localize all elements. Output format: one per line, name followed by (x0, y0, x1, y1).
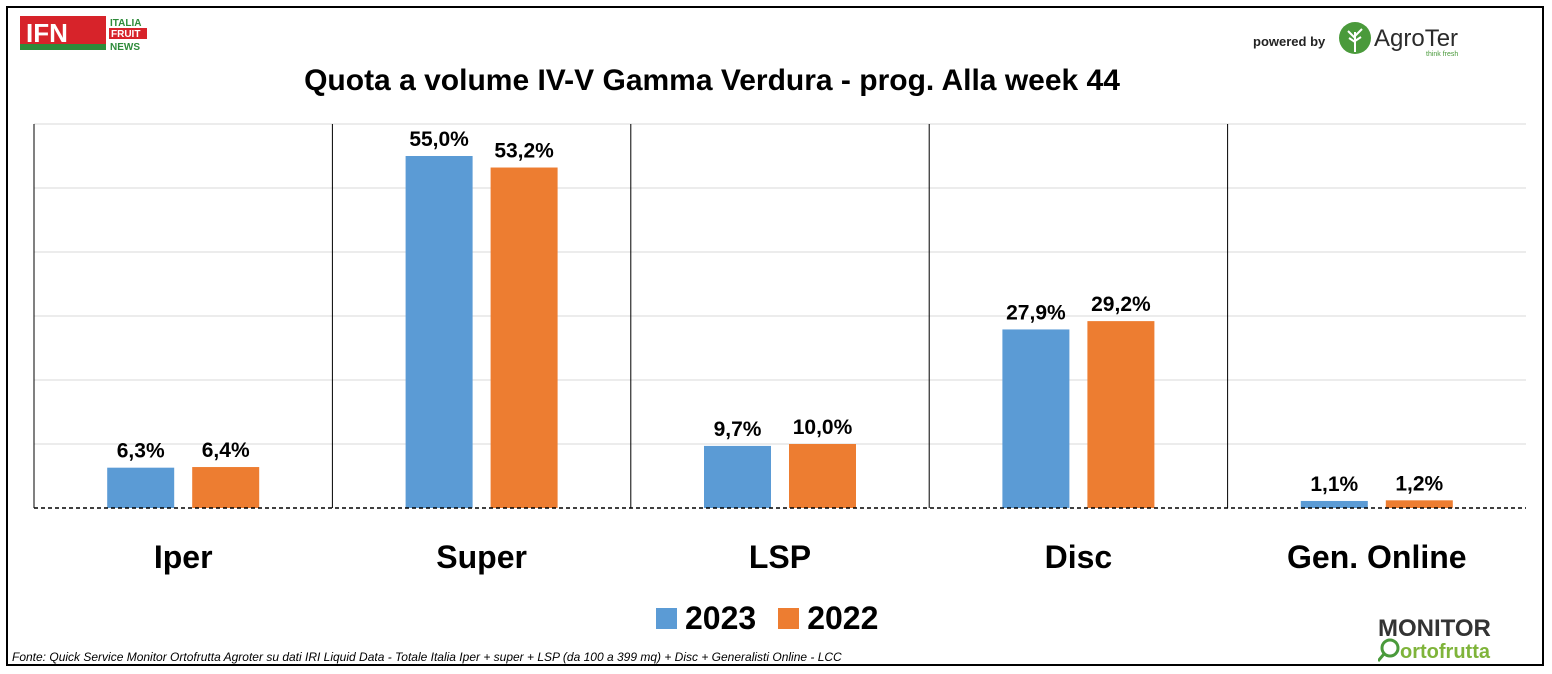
legend-item-2023: 2023 (656, 600, 756, 637)
legend-label-2022: 2022 (807, 600, 879, 636)
ifn-logo-sub-3: NEWS (110, 42, 140, 53)
data-label: 29,2% (1091, 293, 1151, 316)
chart-title: Quota a volume IV-V Gamma Verdura - prog… (304, 64, 1120, 97)
legend-item-2022: 2022 (778, 600, 878, 637)
category-label: Super (436, 539, 527, 575)
monitor-logo-line2: ortofrutta (1400, 641, 1491, 662)
monitor-ortofrutta-logo: MONITOR ortofrutta (1378, 615, 1491, 662)
bar-2023-lsp (704, 445, 771, 508)
data-label: 53,2% (494, 140, 554, 163)
legend-label-2023: 2023 (685, 600, 757, 636)
bar-2023-iper (107, 467, 175, 508)
powered-by-label: powered by (1253, 34, 1326, 49)
bar-2022-super (490, 167, 558, 508)
chart-legend: 2023 2022 (656, 600, 900, 637)
ifn-logo-text: IFN (26, 18, 68, 48)
data-label: 27,9% (1006, 301, 1066, 324)
ifn-logo-sub-1: ITALIA (110, 18, 141, 29)
data-label: 55,0% (409, 128, 469, 151)
bar-2023-genonline (1300, 500, 1368, 508)
data-label: 6,3% (117, 440, 165, 463)
data-label: 9,7% (714, 418, 762, 441)
chart-frame (6, 6, 1544, 666)
agroter-logo: AgroTer think fresh (1339, 22, 1458, 58)
bar-2022-genonline (1385, 500, 1453, 508)
category-label: Iper (154, 539, 213, 575)
bar-2023-super (405, 156, 473, 508)
agroter-tagline: think fresh (1426, 51, 1458, 58)
data-label: 1,1% (1310, 473, 1358, 496)
ifn-logo: IFN ITALIA FRUIT NEWS (20, 16, 147, 53)
source-note: Fonte: Quick Service Monitor Ortofrutta … (12, 650, 842, 664)
monitor-logo-line1: MONITOR (1378, 615, 1491, 642)
category-label: Disc (1045, 539, 1113, 575)
category-label: LSP (749, 539, 811, 575)
category-label: Gen. Online (1287, 539, 1467, 575)
data-label: 1,2% (1395, 472, 1443, 495)
data-label: 6,4% (202, 439, 250, 462)
bar-2023-disc (1002, 329, 1070, 508)
data-label: 10,0% (793, 416, 853, 439)
ifn-logo-sub-2: FRUIT (111, 29, 140, 40)
bar-2022-lsp (789, 444, 856, 508)
bar-2022-disc (1087, 321, 1155, 508)
legend-swatch-2022 (778, 608, 800, 629)
agroter-logo-text: AgroTer (1374, 25, 1458, 52)
legend-swatch-2023 (656, 608, 677, 629)
bar-2022-iper (192, 467, 260, 508)
